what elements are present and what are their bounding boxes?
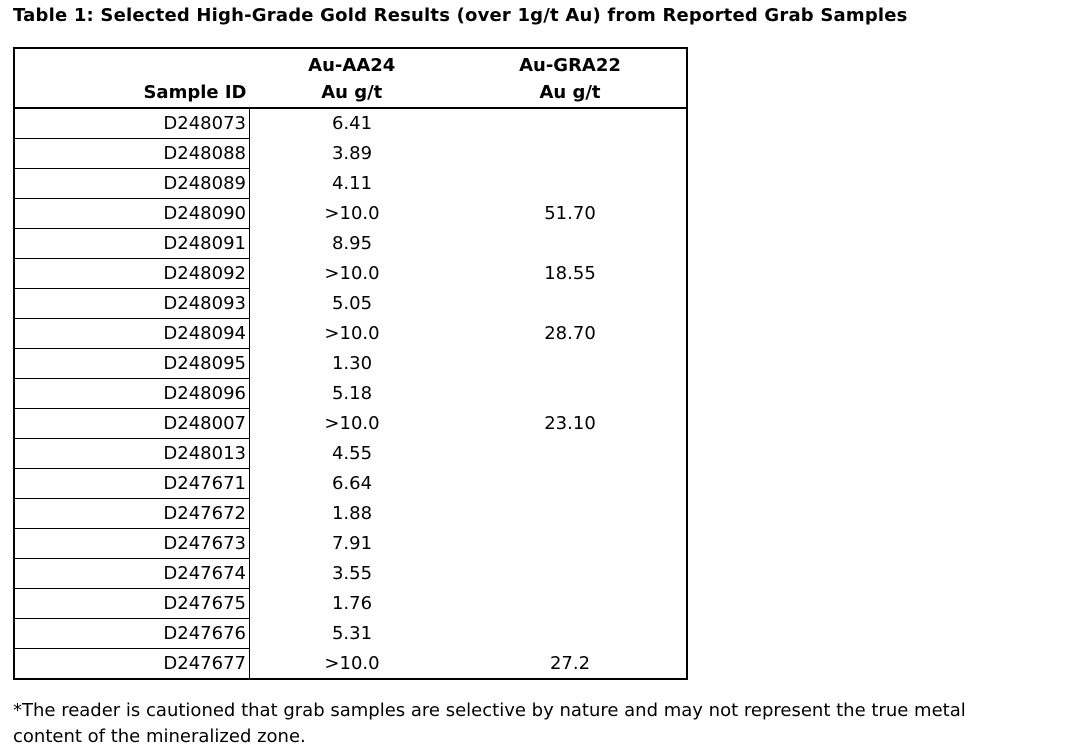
table-cell: >10.0 <box>324 263 380 284</box>
table-row: D248073 6.41 <box>14 108 687 139</box>
table-cell: D247671 <box>14 468 250 499</box>
table-cell <box>454 499 687 529</box>
table-row: D247673 7.91 <box>14 528 687 559</box>
table-cell <box>454 169 687 199</box>
table-row: D248094 >10.0 28.70 <box>14 318 687 349</box>
table-header: Sample ID Au-AA24 Au g/t Au-GRA22 Au g/t <box>14 48 687 109</box>
table-cell: D248089 <box>14 168 250 199</box>
footnote: *The reader is cautioned that grab sampl… <box>13 698 966 750</box>
table-cell: 5.31 <box>331 623 373 644</box>
table-cell: 27.2 <box>549 652 591 674</box>
header-text: Au g/t <box>539 82 601 103</box>
table-cell: 6.64 <box>331 473 373 494</box>
table-cell <box>454 229 687 259</box>
table-cell <box>454 589 687 619</box>
table-cell: 8.95 <box>331 233 373 254</box>
header-text: Au-GRA22 <box>519 55 621 76</box>
table-cell: >10.0 <box>324 652 380 674</box>
table-row: D247671 6.64 <box>14 468 687 499</box>
table-cell: 23.10 <box>544 413 596 434</box>
table-body: D248073 6.41 D248088 3.89 D248089 4.11 D248090… <box>14 108 687 680</box>
table-row: D248093 5.05 <box>14 288 687 319</box>
table-cell: D248095 <box>14 348 250 379</box>
table-row: D247676 5.31 <box>14 618 687 649</box>
footnote-line: *The reader is cautioned that grab sampl… <box>13 700 966 721</box>
table-cell: 6.41 <box>331 113 373 135</box>
table-row: D248090 >10.0 51.70 <box>14 198 687 229</box>
table-cell <box>454 619 687 649</box>
header-text: Au g/t <box>321 82 383 103</box>
header-text: Au-AA24 <box>308 55 396 76</box>
table-cell: 28.70 <box>544 323 596 344</box>
header-cell: Au-GRA22 Au g/t <box>454 48 687 109</box>
table-cell: D248091 <box>14 228 250 259</box>
table-cell: 5.18 <box>331 383 373 404</box>
table-cell: 51.70 <box>544 203 596 224</box>
table-cell: D248007 <box>14 408 250 439</box>
table-cell: D247675 <box>14 588 250 619</box>
table-cell <box>454 108 687 139</box>
table-row: D248092 >10.0 18.55 <box>14 258 687 289</box>
table-row: D248013 4.55 <box>14 438 687 469</box>
table-cell: D247676 <box>14 618 250 649</box>
table-row: D247675 1.76 <box>14 588 687 619</box>
footnote-line: content of the mineralized zone. <box>13 726 306 747</box>
table-cell: 1.76 <box>331 593 373 614</box>
table-cell <box>454 139 687 169</box>
table-cell: D248092 <box>14 258 250 289</box>
table-row: D248007 >10.0 23.10 <box>14 408 687 439</box>
table-cell: 7.91 <box>331 533 373 554</box>
table-cell <box>454 439 687 469</box>
results-table: Sample ID Au-AA24 Au g/t Au-GRA22 Au g/t D24… <box>13 47 688 680</box>
table-cell: D247674 <box>14 558 250 589</box>
table-cell: D248093 <box>14 288 250 319</box>
table-row: D248088 3.89 <box>14 138 687 169</box>
table-cell: D248090 <box>14 198 250 229</box>
table-cell: 1.30 <box>331 353 373 374</box>
table-title: Table 1: Selected High-Grade Gold Result… <box>13 5 908 26</box>
table-cell <box>454 289 687 319</box>
table-cell: 18.55 <box>544 263 596 284</box>
table-cell: D248094 <box>14 318 250 349</box>
table-cell: 4.55 <box>331 443 373 464</box>
table-cell: >10.0 <box>324 203 380 224</box>
table-cell <box>454 529 687 559</box>
header-row: Sample ID Au-AA24 Au g/t Au-GRA22 Au g/t <box>14 48 687 109</box>
table-cell: D248096 <box>14 378 250 409</box>
table-row: D247672 1.88 <box>14 498 687 529</box>
table-row: D248089 4.11 <box>14 168 687 199</box>
table-cell: D247677 <box>14 648 250 680</box>
table-row: D248091 8.95 <box>14 228 687 259</box>
header-text: Sample ID <box>143 82 247 103</box>
table-cell: >10.0 <box>324 323 380 344</box>
table-row: D247677 >10.0 27.2 <box>14 648 687 680</box>
table-cell <box>454 559 687 589</box>
table-cell <box>454 349 687 379</box>
table-cell: D248013 <box>14 438 250 469</box>
table-row: D248095 1.30 <box>14 348 687 379</box>
table-cell: 3.89 <box>331 143 373 164</box>
table-cell: D248073 <box>14 108 250 139</box>
table-row: D248096 5.18 <box>14 378 687 409</box>
table-cell <box>454 469 687 499</box>
table-cell: 3.55 <box>331 563 373 584</box>
table-cell: >10.0 <box>324 413 380 434</box>
header-cell: Au-AA24 Au g/t <box>249 48 454 109</box>
header-cell: Sample ID <box>14 48 250 109</box>
table-cell: 5.05 <box>331 293 373 314</box>
table-cell: 1.88 <box>331 503 373 524</box>
table-row: D247674 3.55 <box>14 558 687 589</box>
table-cell: D247672 <box>14 498 250 529</box>
table-cell: D248088 <box>14 138 250 169</box>
table-cell: D247673 <box>14 528 250 559</box>
table-cell <box>454 379 687 409</box>
table-cell: 4.11 <box>331 173 373 194</box>
